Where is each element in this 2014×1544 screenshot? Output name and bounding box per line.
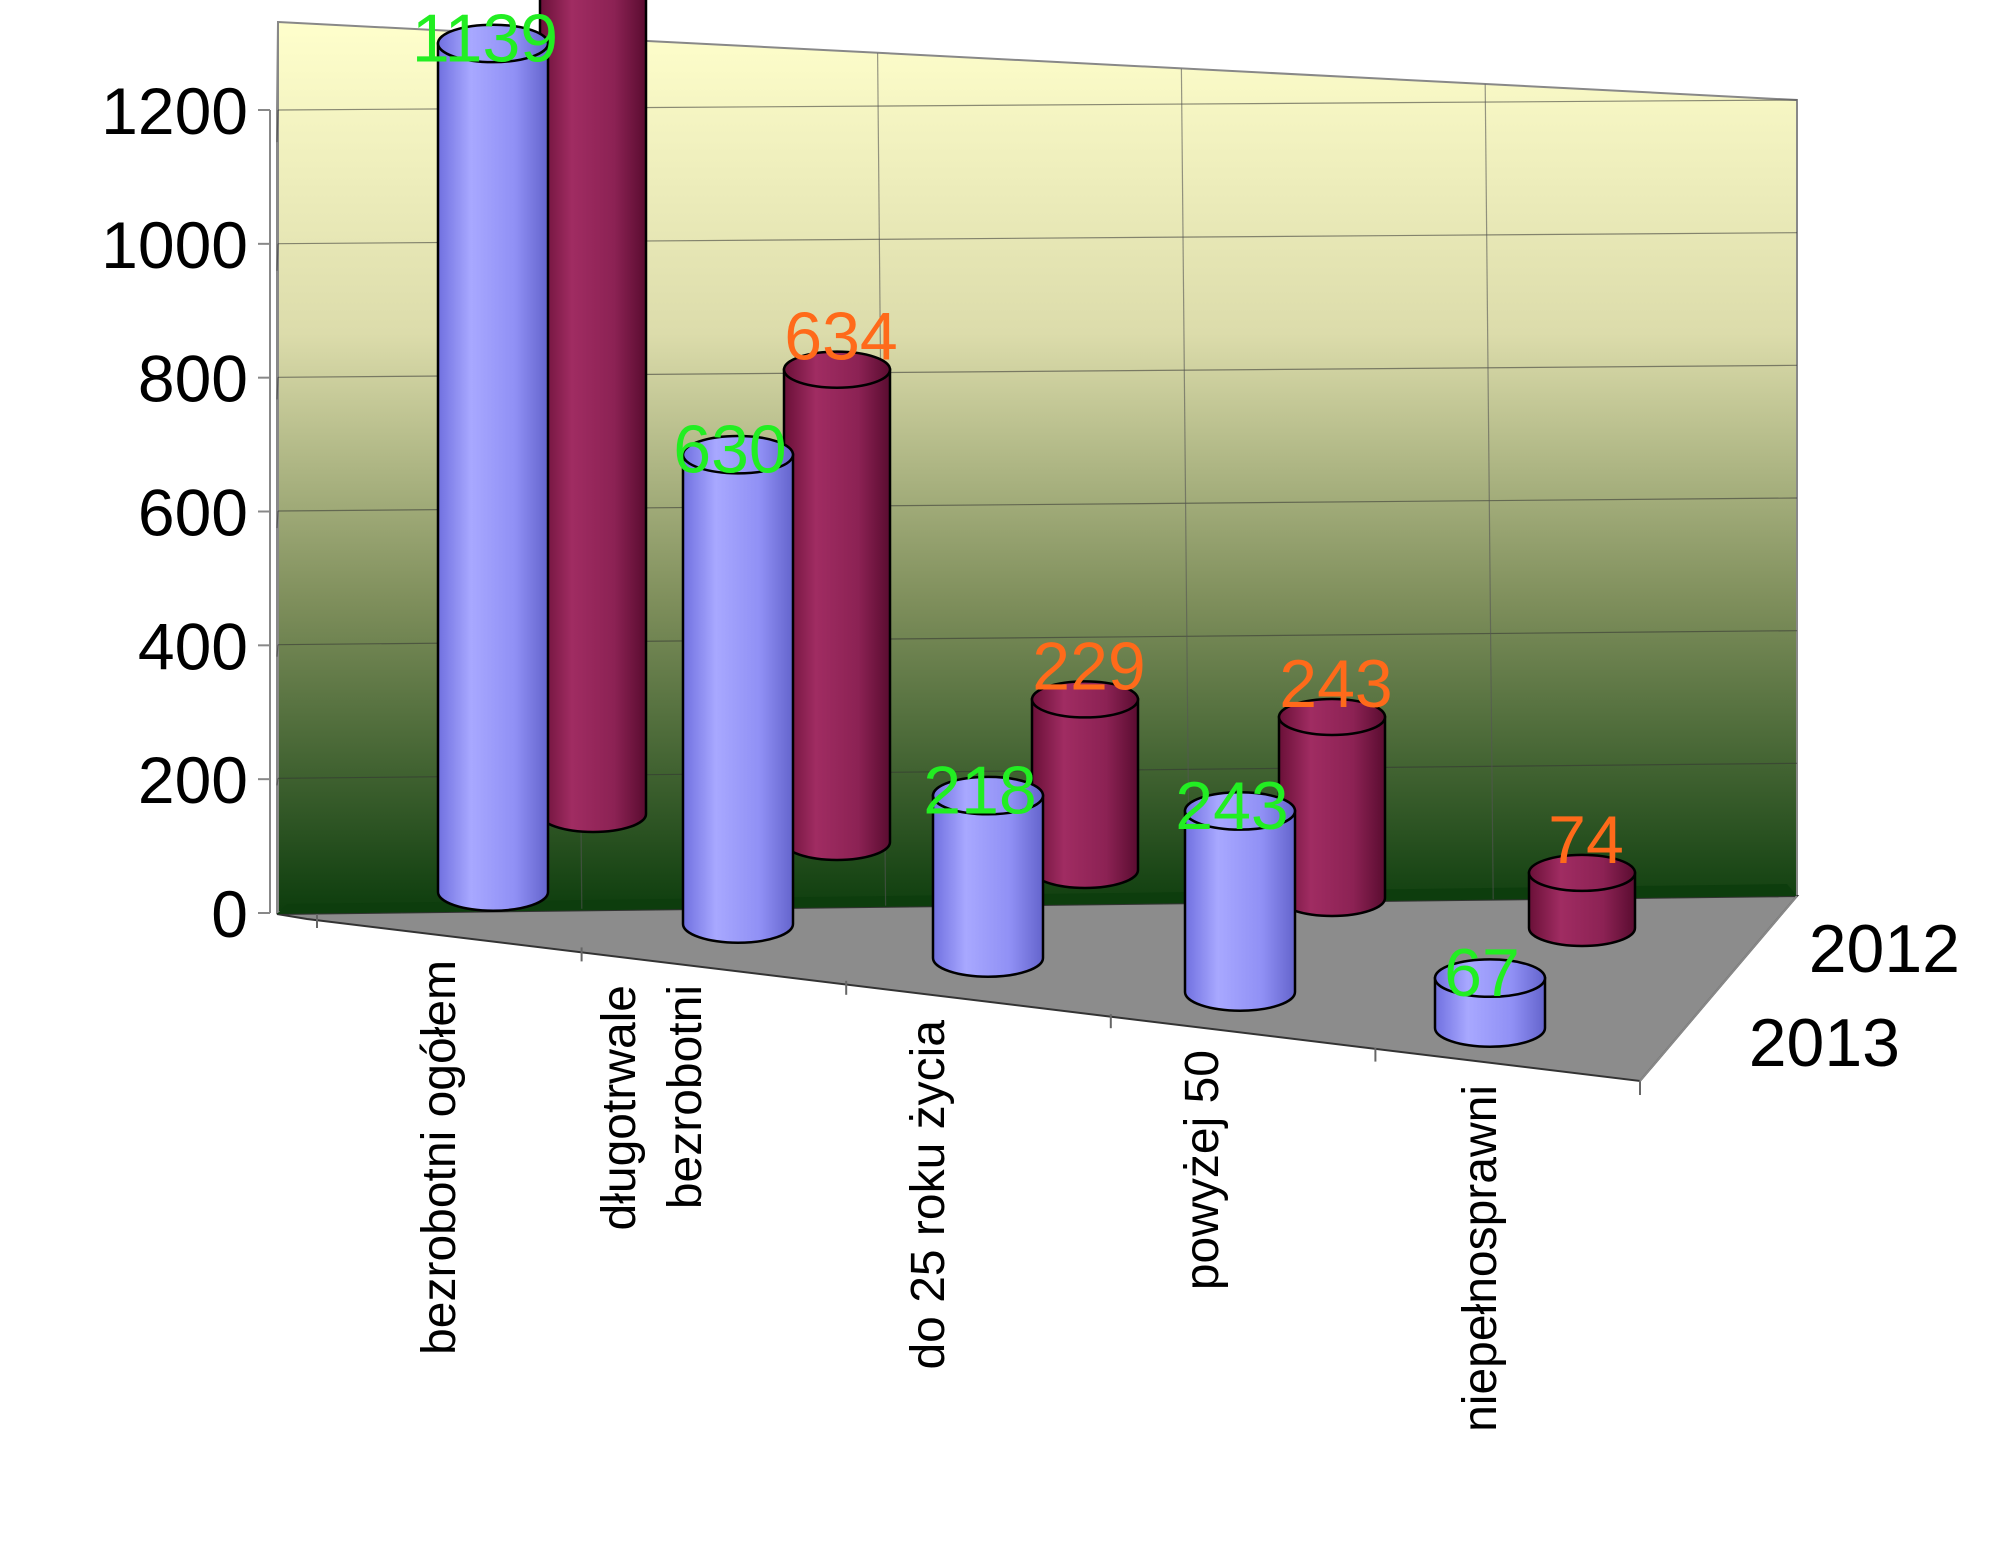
gridline xyxy=(276,243,279,271)
bar-2013-body xyxy=(931,794,1045,978)
y-tick-label: 1200 xyxy=(101,74,248,148)
bar-2013-body xyxy=(681,453,795,944)
bar-2012-body xyxy=(538,0,648,834)
series-axis-label: 2013 xyxy=(1749,1005,1900,1081)
data-label-2013: 67 xyxy=(1444,935,1520,1011)
bar-2013-top xyxy=(1183,791,1297,831)
depth-axis xyxy=(1639,895,1798,1082)
category-label: długotrwale xyxy=(593,985,646,1230)
bar-2013 xyxy=(1433,958,1547,1048)
category-label: do 25 roku życia xyxy=(902,1020,955,1370)
y-tick-label: 800 xyxy=(138,342,248,416)
data-label-2012: 74 xyxy=(1548,802,1624,878)
gridline xyxy=(276,109,279,143)
y-tick-label: 200 xyxy=(138,743,248,817)
gridline xyxy=(276,644,279,657)
bar-2013 xyxy=(931,775,1045,978)
bar-2012-top xyxy=(782,350,892,389)
gridline xyxy=(276,377,279,400)
gridline xyxy=(276,510,279,529)
data-label-2012: 243 xyxy=(1279,646,1392,722)
bar-2012-body xyxy=(782,368,892,862)
bar-2012 xyxy=(782,350,892,862)
gridline xyxy=(1180,68,1190,903)
data-label-2013: 1139 xyxy=(412,0,558,76)
data-label-2012: 229 xyxy=(1032,628,1145,704)
bar-2013 xyxy=(681,434,795,944)
category-label: niepełnosprawni xyxy=(1454,1085,1507,1432)
data-label-2013: 243 xyxy=(1175,768,1288,844)
y-tick-label: 1000 xyxy=(101,208,248,282)
category-label: bezrobotni ogółem xyxy=(413,960,466,1355)
bar-2012-top xyxy=(1277,697,1387,737)
category-label: powyżej 50 xyxy=(1176,1050,1229,1290)
data-label-2013: 218 xyxy=(923,753,1036,829)
y-tick-label: 600 xyxy=(138,476,248,550)
bar-2013-body xyxy=(436,42,550,912)
bar-2013-body xyxy=(1183,809,1297,1012)
bar-2012 xyxy=(1527,853,1637,948)
bar-2012 xyxy=(538,0,648,834)
gridline xyxy=(276,778,279,786)
bar-2012-top xyxy=(1527,853,1637,893)
bar-2012-top xyxy=(1030,680,1140,719)
y-tick-label: 0 xyxy=(211,877,248,951)
bar-2012 xyxy=(1030,680,1140,890)
bar-2013-top xyxy=(436,23,550,64)
y-tick-label: 400 xyxy=(138,609,248,683)
gridline xyxy=(1484,84,1494,900)
bar-2013-top xyxy=(1433,958,1547,999)
bar-2013-top xyxy=(931,775,1045,816)
bar-2013 xyxy=(436,23,550,912)
data-label-2012: 634 xyxy=(784,299,897,375)
bar-2012-body xyxy=(1030,698,1140,890)
bar-2013-top xyxy=(681,434,795,475)
bar-2013 xyxy=(1183,791,1297,1012)
category-label: bezrobotni xyxy=(659,985,712,1209)
bar-2012-body xyxy=(1527,871,1637,948)
data-label-2013: 630 xyxy=(673,412,786,488)
series-axis-label: 2012 xyxy=(1809,911,1960,987)
